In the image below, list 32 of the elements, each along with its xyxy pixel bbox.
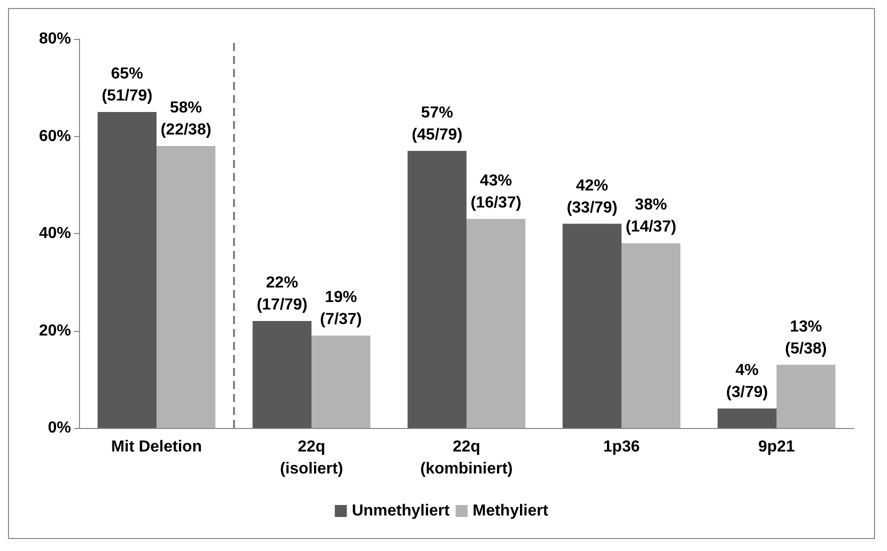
- data-label: 43% (16/37): [470, 172, 522, 212]
- data-label: 4% (3/79): [726, 362, 768, 402]
- x-tick-label: 9p21: [758, 438, 795, 456]
- x-tick-label: 22q (kombiniert): [420, 438, 513, 478]
- bar: [466, 218, 526, 428]
- bar: [156, 146, 216, 428]
- data-label: 57% (45/79): [412, 104, 462, 144]
- bar: [98, 112, 156, 428]
- bar: [408, 150, 466, 428]
- bar: [562, 224, 622, 428]
- data-label: 13% (5/38): [785, 318, 827, 358]
- legend-label: Methyliert: [472, 502, 549, 520]
- bar: [776, 364, 836, 428]
- data-label: 58% (22/38): [160, 99, 212, 138]
- bar: [718, 408, 776, 428]
- data-label: 19% (7/37): [320, 289, 362, 328]
- y-tick-label: 40%: [38, 225, 71, 242]
- legend-label: Unmethyliert: [352, 502, 450, 520]
- x-tick-label: 1p36: [603, 438, 640, 456]
- x-tick-label: 22q (isoliert): [280, 438, 344, 478]
- bar: [252, 321, 312, 428]
- data-label: 65% (51/79): [102, 65, 152, 104]
- data-label: 38% (14/37): [626, 196, 676, 236]
- bar: [622, 243, 680, 428]
- bar: [312, 336, 370, 428]
- data-label: 22% (17/79): [256, 274, 308, 314]
- y-tick-label: 0%: [48, 420, 71, 436]
- y-tick-label: 20%: [38, 322, 71, 340]
- x-tick-label: Mit Deletion: [111, 438, 202, 456]
- data-label: 42% (33/79): [566, 177, 618, 216]
- y-tick-label: 80%: [38, 30, 71, 48]
- y-tick-label: 60%: [38, 128, 71, 145]
